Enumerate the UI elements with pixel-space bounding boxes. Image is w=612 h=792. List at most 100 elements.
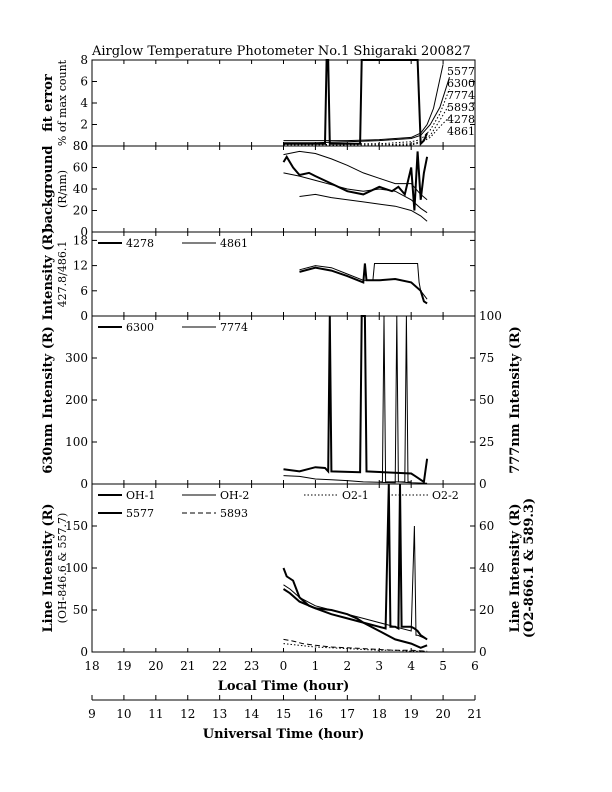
- legend-label: 5893: [220, 507, 248, 520]
- legend-label: OH-1: [126, 489, 155, 502]
- y-tick-label: 60: [73, 161, 88, 175]
- series-line: [283, 638, 428, 652]
- x-tick-label-universal: 11: [148, 707, 163, 721]
- x-axis-label-universal: Universal Time (hour): [203, 727, 365, 742]
- legend-label: 5577: [126, 507, 154, 520]
- series-line: [283, 172, 428, 214]
- series-line: [283, 315, 429, 484]
- panel-fit: 0 2 4 6 8 fit error% of max count 557763007774…: [41, 53, 476, 153]
- legend-label: 4861: [220, 237, 248, 250]
- legend-label: 4278: [447, 113, 475, 126]
- x-tick-label-local: 20: [148, 659, 163, 673]
- series-line: [299, 263, 428, 305]
- y-tick-label: 40: [73, 182, 88, 196]
- chart-title: Airglow Temperature Photometer No.1 Shig…: [91, 44, 471, 59]
- y-axis-label: Intensity (R): [41, 228, 56, 321]
- y-tick-label: 18: [73, 233, 88, 247]
- x-tick-label-local: 6: [471, 659, 479, 673]
- legend-label: O2-2: [432, 489, 459, 502]
- x-tick-label-universal: 16: [308, 707, 323, 721]
- y-tick-label: 6: [80, 75, 88, 89]
- series-line: [282, 588, 428, 649]
- y-axis-label-2: 427.8/486.1: [56, 241, 69, 308]
- x-tick-label-universal: 12: [180, 707, 195, 721]
- y-tick-label: 2: [80, 118, 88, 132]
- legend-label: O2-1: [342, 489, 369, 502]
- x-tick-label-universal: 21: [467, 707, 482, 721]
- y-tick-label: 150: [65, 519, 88, 533]
- x-tick-label-local: 0: [280, 659, 288, 673]
- x-tick-label-local: 18: [84, 659, 99, 673]
- series-line: [283, 88, 450, 146]
- x-tick-label-universal: 20: [435, 707, 450, 721]
- legend-label: OH-2: [220, 489, 249, 502]
- y-tick-label: 12: [73, 259, 88, 273]
- legend-label: 6300: [126, 321, 154, 334]
- y-tick-label: 200: [65, 393, 88, 407]
- panel-red: 0 100 200 300 0 25 50 75 100 630nm Intensity (R) 7…: [41, 309, 523, 491]
- y-tick-label: 8: [80, 53, 88, 67]
- series-line: [283, 643, 428, 652]
- x-tick-label-universal: 10: [116, 707, 131, 721]
- y2-tick-label: 75: [479, 351, 494, 365]
- x-tick-label-universal: 15: [276, 707, 291, 721]
- y2-tick-label: 0: [479, 645, 487, 659]
- y-axis-label-2: (OH-846.6 & 557.7): [56, 513, 69, 624]
- series-line: [299, 193, 428, 222]
- series-line: [283, 59, 429, 147]
- x-tick-label-local: 19: [116, 659, 131, 673]
- y-axis-label-2: (R/nm): [56, 170, 69, 208]
- series-line: [299, 263, 428, 300]
- panel-intensity4278: 0 6 12 18 Intensity (R) 427.8/486.1 4278 4861: [41, 228, 476, 323]
- x-tick-label-local: 3: [375, 659, 383, 673]
- y-axis-right-label: 777nm Intensity (R): [508, 326, 523, 474]
- x-tick-label-local: 1: [312, 659, 320, 673]
- legend-label: 5893: [447, 101, 475, 114]
- series-line: [282, 483, 428, 641]
- legend-label: 5577: [447, 65, 475, 78]
- y-tick-label: 80: [73, 139, 88, 153]
- x-tick-label-local: 23: [244, 659, 259, 673]
- y-tick-label: 100: [65, 435, 88, 449]
- x-axis-label-local: Local Time (hour): [218, 679, 350, 694]
- y2-tick-label: 50: [479, 393, 494, 407]
- x-tick-label-universal: 17: [340, 707, 355, 721]
- y2-tick-label: 100: [479, 309, 502, 323]
- legend-label: 6300: [447, 77, 475, 90]
- y-tick-label: 20: [73, 204, 88, 218]
- y2-tick-label: 40: [479, 561, 494, 575]
- x-tick-label-universal: 18: [372, 707, 387, 721]
- y-axis-right-label-2: (O2-866.1 & 589.3): [522, 498, 537, 638]
- y-axis-right-label: Line Intensity (R): [508, 503, 523, 632]
- series-line: [283, 77, 450, 144]
- y-tick-label: 0: [80, 477, 88, 491]
- y-axis-label: 630nm Intensity (R): [41, 326, 56, 474]
- x-tick-label-universal: 19: [404, 707, 419, 721]
- y2-tick-label: 25: [479, 435, 494, 449]
- y-tick-label: 0: [80, 645, 88, 659]
- y-tick-label: 0: [80, 139, 88, 153]
- y-tick-label: 0: [80, 309, 88, 323]
- y-tick-label: 6: [80, 284, 88, 298]
- legend-label: 4278: [126, 237, 154, 250]
- x-tick-label-local: 21: [180, 659, 195, 673]
- y-axis-label: background: [41, 145, 56, 232]
- y-axis-label-2: % of max count: [56, 59, 69, 146]
- series-line: [283, 525, 428, 640]
- legend-label: 7774: [220, 321, 248, 334]
- y-tick-label: 4: [80, 96, 88, 110]
- y-tick-label: 300: [65, 351, 88, 365]
- series-line: [283, 64, 444, 142]
- x-tick-label-local: 5: [439, 659, 447, 673]
- y-axis-label: fit error: [41, 74, 56, 132]
- y2-tick-label: 60: [479, 519, 494, 533]
- legend-label: 4861: [447, 125, 475, 138]
- y-tick-label: 100: [65, 561, 88, 575]
- y2-tick-label: 20: [479, 603, 494, 617]
- x-tick-label-local: 4: [407, 659, 415, 673]
- x-tick-label-universal: 14: [244, 707, 260, 721]
- panel-frame: [91, 315, 476, 485]
- x-tick-label-local: 22: [212, 659, 227, 673]
